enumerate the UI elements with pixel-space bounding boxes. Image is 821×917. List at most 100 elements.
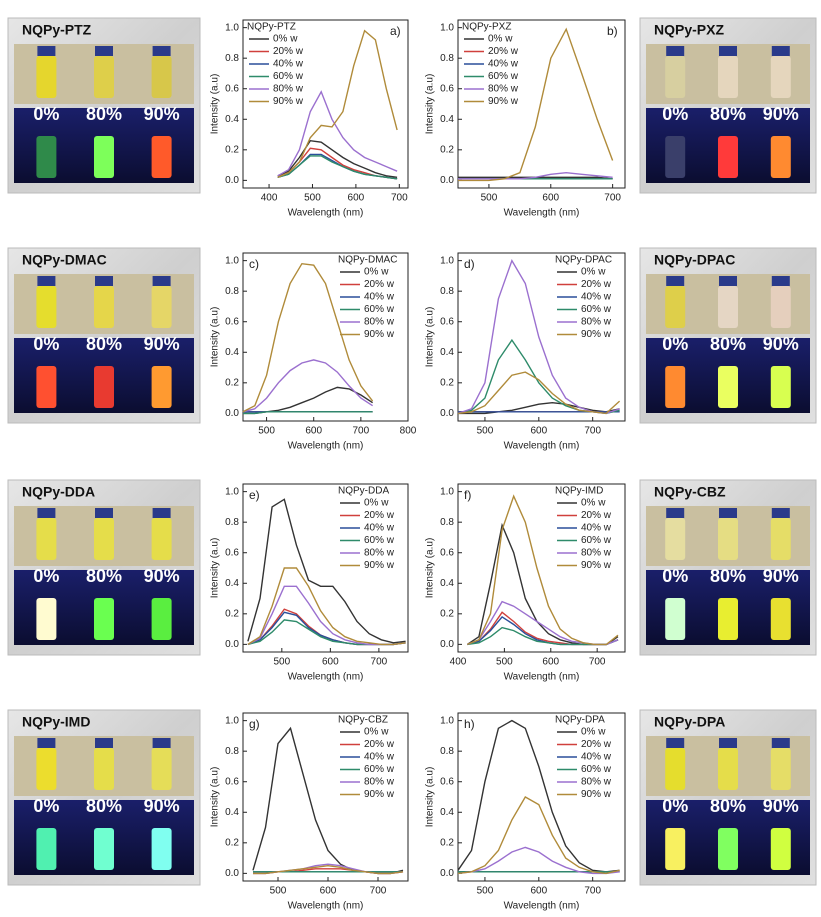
x-tick-label: 600 (542, 657, 559, 668)
legend-label: 80% w (581, 548, 612, 559)
y-tick-label: 0.4 (225, 807, 239, 818)
y-tick-label: 1.0 (440, 22, 454, 33)
x-axis-title: Wavelength (nm) (288, 901, 364, 912)
photo-percent: 80% (710, 334, 746, 354)
vial-cap (37, 276, 56, 286)
x-tick-label: 600 (305, 426, 322, 437)
chart-label: NQPy-PXZ (462, 22, 511, 33)
y-axis-title: Intensity (a.u) (210, 538, 221, 599)
vial (151, 518, 172, 560)
x-tick-label: 400 (450, 657, 467, 668)
y-tick-label: 1.0 (440, 715, 454, 726)
legend-label: 0% w (364, 727, 389, 738)
y-tick-label: 0.8 (440, 53, 454, 64)
vial-glow (770, 366, 791, 408)
vial-cap (95, 46, 113, 56)
x-tick-label: 800 (400, 426, 417, 437)
y-tick-label: 0.0 (440, 868, 454, 879)
x-tick-label: 400 (261, 193, 278, 204)
y-tick-label: 0.2 (225, 837, 239, 848)
y-tick-label: 0.0 (440, 175, 454, 186)
vial (718, 518, 738, 560)
legend-label: 40% w (581, 752, 612, 763)
legend-label: 20% w (273, 46, 304, 57)
series-line (277, 29, 398, 178)
photo-title: NQPy-PXZ (654, 22, 724, 38)
vial (36, 748, 57, 790)
chart-label: NQPy-CBZ (338, 715, 388, 726)
vial-cap (771, 46, 790, 56)
vial-glow (718, 598, 738, 640)
legend-label: 80% w (364, 317, 395, 328)
y-tick-label: 0.0 (225, 175, 239, 186)
vial (94, 56, 114, 98)
vial (770, 518, 791, 560)
series-line (458, 27, 614, 182)
chart-label: NQPy-DPA (555, 715, 605, 726)
x-axis-title: Wavelength (nm) (504, 208, 580, 219)
legend-label: 80% w (488, 84, 519, 95)
y-tick-label: 0.2 (225, 608, 239, 619)
vial-glow (36, 598, 57, 640)
vial (94, 518, 114, 560)
vial-glow (151, 598, 172, 640)
photo-percent: 0% (33, 104, 59, 124)
photo-title: NQPy-CBZ (654, 484, 726, 500)
vial-glow (718, 828, 738, 870)
photo-percent: 0% (662, 796, 688, 816)
vial-cap (37, 738, 56, 748)
photo-percent: 90% (763, 796, 799, 816)
vial-glow (665, 828, 686, 870)
vial-glow (665, 598, 686, 640)
series-line (243, 411, 373, 415)
vial (718, 748, 738, 790)
vial-cap (152, 508, 171, 518)
plot-frame (457, 252, 626, 422)
y-tick-label: 0.0 (225, 408, 239, 419)
series-line (458, 401, 620, 415)
y-tick-label: 0.4 (225, 578, 239, 589)
y-tick-label: 0.2 (440, 377, 454, 388)
y-tick-label: 0.2 (440, 144, 454, 155)
vial (36, 56, 57, 98)
x-tick-label: 500 (304, 193, 321, 204)
photo-percent: 80% (710, 104, 746, 124)
vial-glow (718, 136, 738, 178)
y-tick-label: 1.0 (225, 715, 239, 726)
x-axis-title: Wavelength (nm) (504, 901, 580, 912)
vial-glow (718, 366, 738, 408)
chart-label: NQPy-DDA (338, 486, 389, 497)
vial-cap (95, 508, 113, 518)
y-tick-label: 0.2 (225, 144, 239, 155)
vial-cap (152, 738, 171, 748)
series-line (457, 796, 620, 875)
panel-letter: a) (390, 24, 401, 38)
series-line (458, 171, 613, 180)
legend-label: 80% w (581, 317, 612, 328)
x-tick-label: 500 (258, 426, 275, 437)
series-line (247, 498, 406, 644)
legend-label: 90% w (273, 96, 304, 107)
legend-label: 0% w (364, 498, 389, 509)
series-line (457, 719, 620, 873)
vial-cap (152, 276, 171, 286)
x-tick-label: 600 (348, 193, 365, 204)
y-tick-label: 0.6 (225, 83, 239, 94)
photo-percent: 90% (144, 796, 180, 816)
plot-frame (242, 483, 409, 653)
legend-label: 90% w (364, 560, 395, 571)
photo-percent: 0% (662, 334, 688, 354)
vial-glow (665, 366, 686, 408)
legend-label: 20% w (488, 46, 519, 57)
photo-percent: 90% (763, 566, 799, 586)
x-tick-label: 700 (353, 426, 370, 437)
photo-title: NQPy-DPAC (654, 252, 735, 268)
vial-glow (36, 366, 57, 408)
y-tick-label: 0.6 (225, 776, 239, 787)
y-tick-label: 1.0 (440, 255, 454, 266)
legend-label: 90% w (488, 96, 519, 107)
photo-percent: 0% (33, 334, 59, 354)
legend-label: 40% w (581, 292, 612, 303)
x-tick-label: 500 (481, 193, 498, 204)
